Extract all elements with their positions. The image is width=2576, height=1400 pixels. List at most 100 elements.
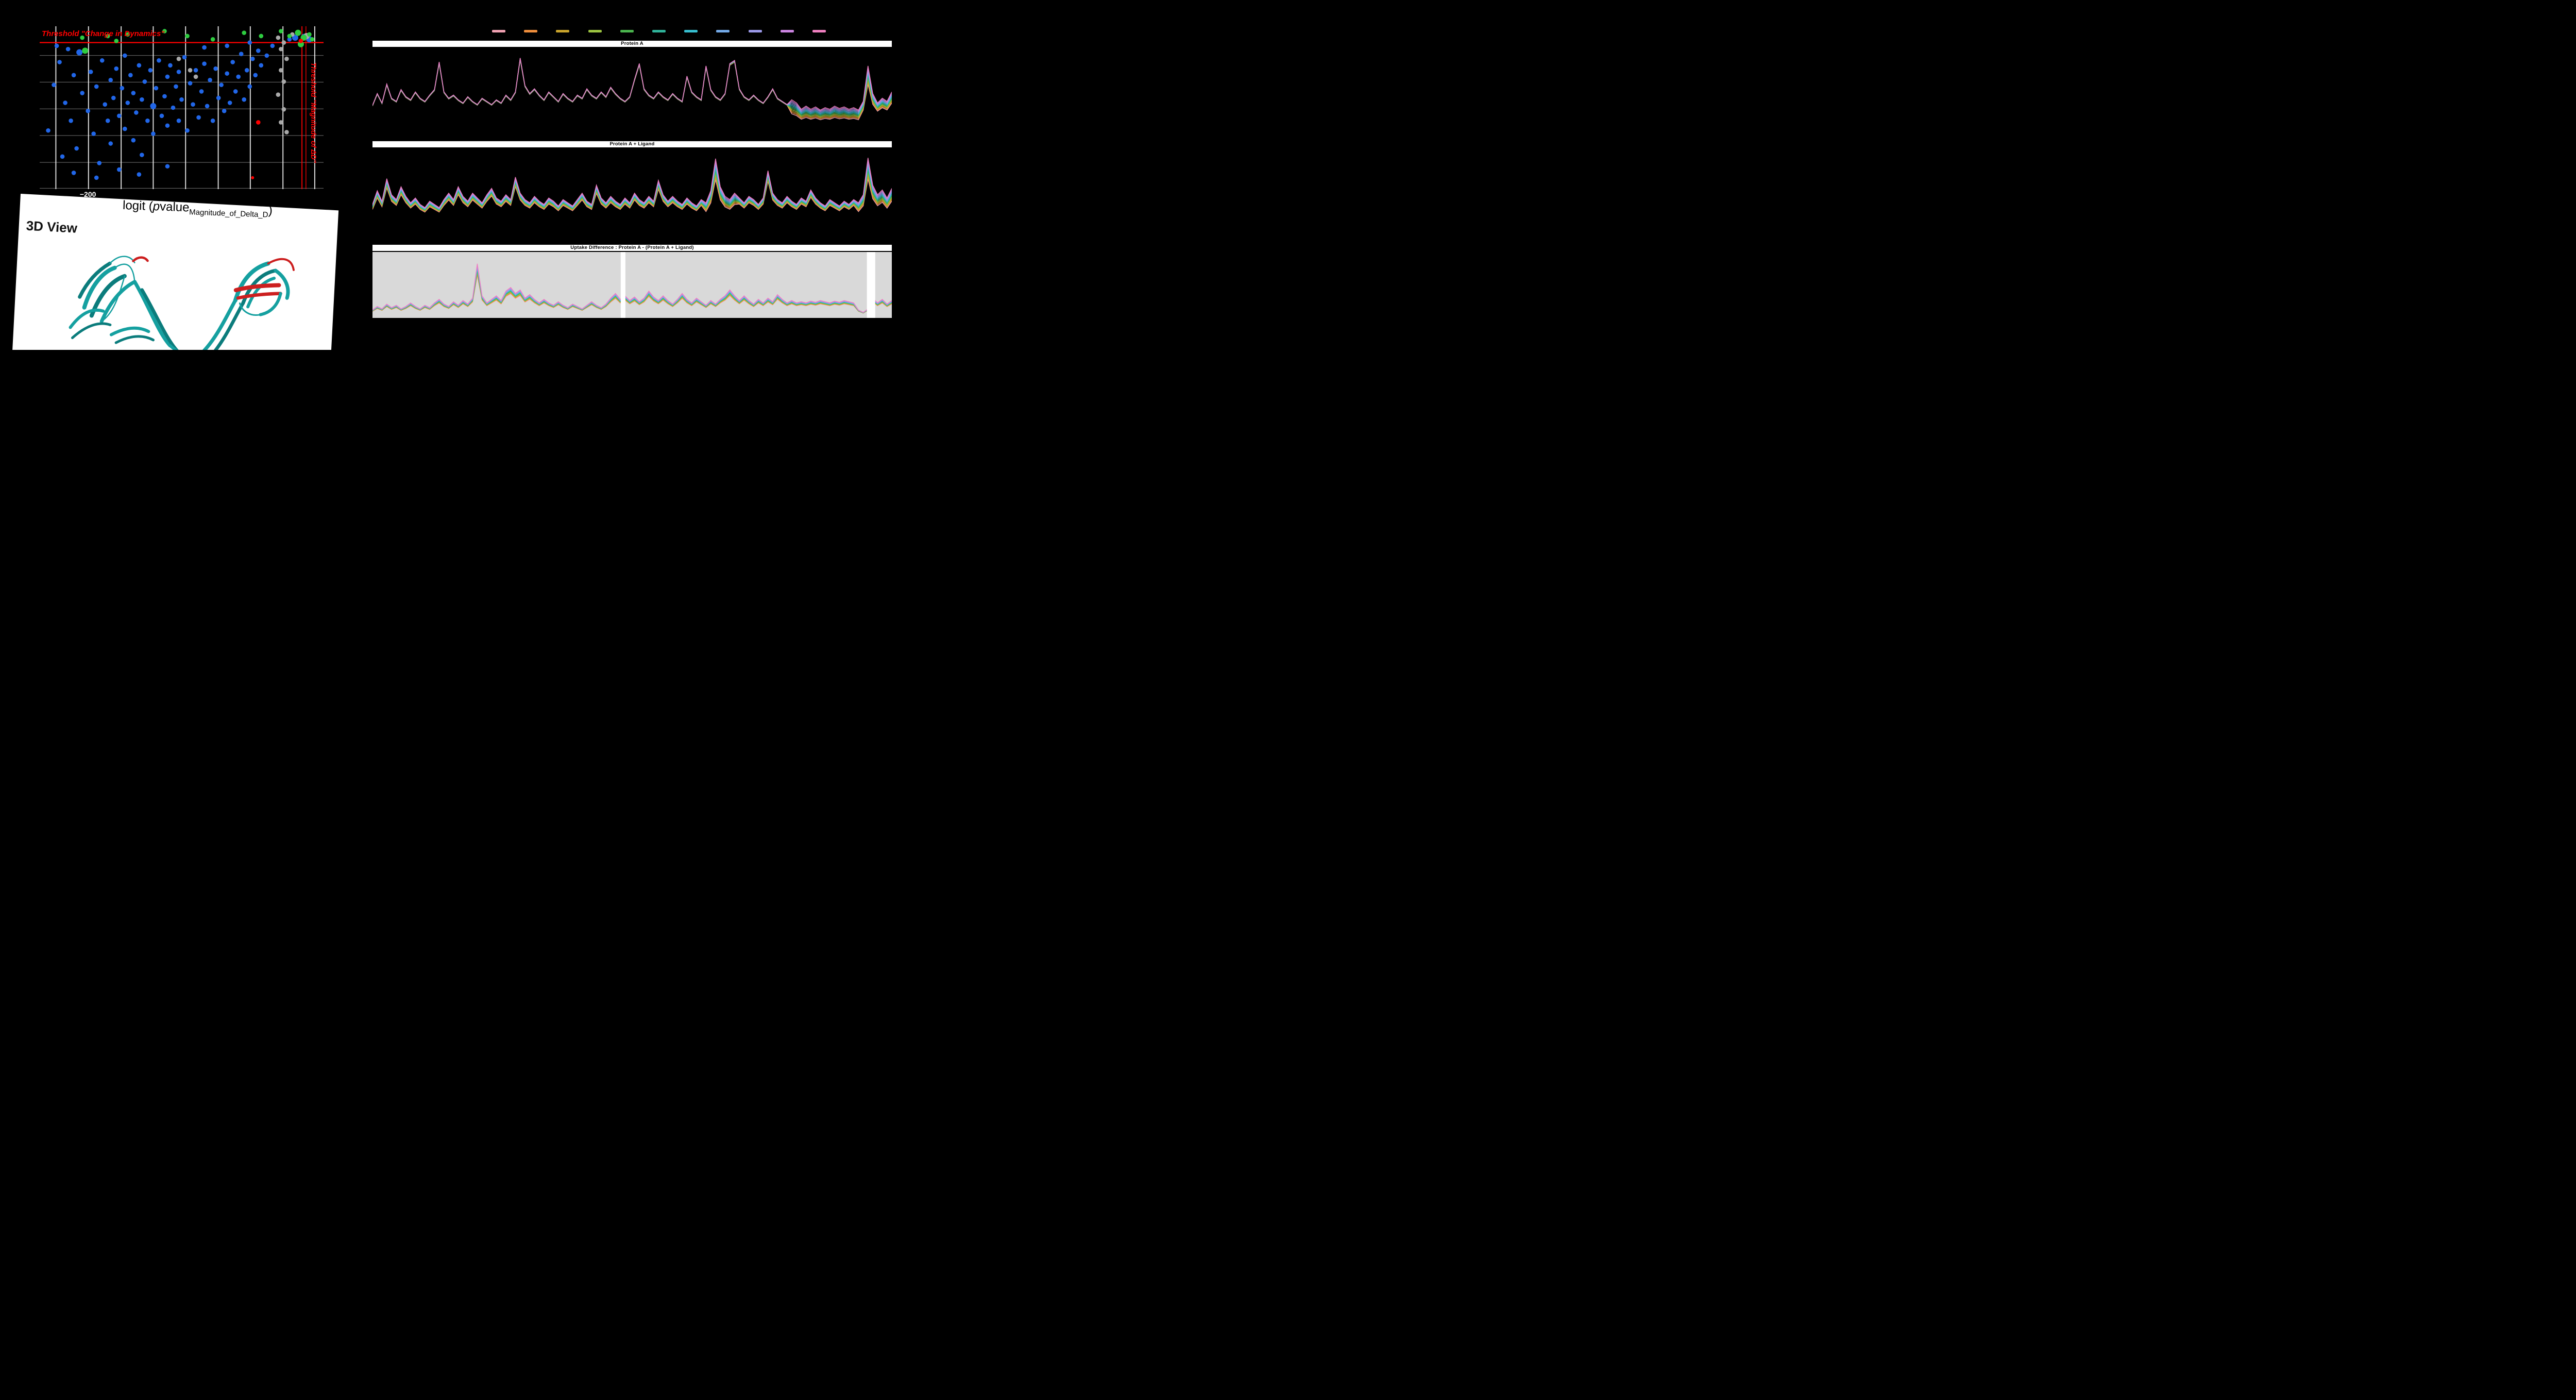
volcano-point[interactable] (105, 33, 110, 39)
volcano-point[interactable] (276, 92, 281, 97)
volcano-point[interactable] (230, 60, 235, 64)
volcano-point[interactable] (287, 33, 292, 39)
volcano-point[interactable] (247, 40, 252, 45)
volcano-point[interactable] (298, 39, 303, 43)
volcano-point[interactable] (94, 84, 99, 89)
volcano-point[interactable] (199, 89, 204, 94)
volcano-point[interactable] (125, 32, 130, 37)
volcano-point[interactable] (191, 102, 195, 107)
volcano-point[interactable] (182, 55, 187, 60)
volcano-point[interactable] (202, 61, 207, 66)
volcano-point[interactable] (242, 97, 247, 102)
volcano-point[interactable] (279, 29, 283, 33)
volcano-point[interactable] (176, 70, 181, 74)
volcano-point[interactable] (114, 66, 119, 71)
volcano-point[interactable] (69, 118, 73, 123)
volcano-point[interactable] (244, 68, 249, 73)
volcano-point[interactable] (213, 66, 218, 71)
volcano-point[interactable] (295, 29, 301, 36)
volcano-point[interactable] (140, 153, 144, 157)
volcano-point[interactable] (188, 81, 193, 86)
volcano-point[interactable] (131, 138, 136, 143)
legend-timepoint-swatch-3[interactable] (588, 30, 602, 32)
volcano-point[interactable] (253, 73, 258, 78)
volcano-point[interactable] (148, 68, 153, 73)
volcano-point[interactable] (125, 100, 130, 105)
volcano-point[interactable] (82, 47, 89, 54)
volcano-point[interactable] (46, 128, 50, 133)
volcano-point[interactable] (202, 45, 207, 50)
volcano-point[interactable] (284, 56, 289, 61)
volcano-point[interactable] (196, 115, 201, 120)
volcano-point[interactable] (227, 100, 232, 105)
legend-timepoint-swatch-2[interactable] (556, 30, 570, 32)
volcano-point[interactable] (97, 161, 102, 165)
legend-timepoint-swatch-7[interactable] (716, 30, 730, 32)
volcano-point[interactable] (80, 35, 84, 40)
volcano-point[interactable] (71, 73, 76, 78)
volcano-point[interactable] (225, 43, 229, 48)
volcano-point[interactable] (80, 91, 84, 95)
volcano-point[interactable] (250, 56, 255, 61)
volcano-point[interactable] (176, 118, 181, 123)
volcano-point[interactable] (242, 30, 247, 35)
volcano-point[interactable] (151, 131, 156, 136)
volcano-point[interactable] (165, 123, 170, 128)
uptake-difference-chart[interactable] (372, 252, 892, 318)
volcano-point[interactable] (279, 120, 283, 125)
volcano-point[interactable] (103, 102, 108, 107)
uptake-chart-protein-a[interactable] (372, 48, 892, 136)
volcano-point[interactable] (71, 171, 76, 175)
volcano-point[interactable] (264, 53, 269, 58)
uptake-chart-protein-a-ligand[interactable] (372, 148, 892, 238)
volcano-point[interactable] (168, 63, 173, 68)
volcano-point[interactable] (88, 70, 93, 74)
volcano-point[interactable] (256, 120, 261, 125)
volcano-point[interactable] (120, 86, 125, 91)
volcano-point[interactable] (116, 167, 122, 172)
volcano-point[interactable] (137, 63, 142, 68)
legend-timepoint-swatch-10[interactable] (812, 30, 826, 32)
volcano-point[interactable] (63, 100, 67, 105)
volcano-point[interactable] (276, 35, 281, 40)
volcano-point[interactable] (247, 84, 252, 89)
legend-timepoint-swatch-0[interactable] (492, 30, 505, 32)
volcano-point[interactable] (60, 154, 65, 159)
volcano-point[interactable] (256, 48, 261, 53)
volcano-point[interactable] (137, 172, 142, 177)
volcano-point[interactable] (208, 77, 212, 82)
volcano-point[interactable] (91, 131, 96, 136)
volcano-point[interactable] (105, 118, 110, 123)
volcano-point[interactable] (219, 82, 224, 88)
volcano-point[interactable] (154, 86, 159, 91)
legend-timepoint-swatch-4[interactable] (620, 30, 634, 32)
volcano-point[interactable] (236, 74, 241, 79)
volcano-point[interactable] (210, 118, 215, 123)
volcano-point[interactable] (179, 97, 184, 102)
volcano-point[interactable] (165, 164, 170, 169)
legend-timepoint-swatch-6[interactable] (684, 30, 698, 32)
volcano-point[interactable] (65, 46, 71, 52)
volcano-point[interactable] (310, 37, 315, 42)
volcano-point[interactable] (281, 40, 286, 45)
3d-view-panel[interactable]: 3D View (11, 194, 339, 350)
protein-structure[interactable] (32, 226, 317, 350)
volcano-point[interactable] (239, 52, 244, 57)
volcano-point[interactable] (188, 68, 193, 73)
volcano-point[interactable] (159, 113, 164, 119)
volcano-point[interactable] (165, 74, 170, 79)
volcano-point[interactable] (157, 58, 161, 63)
volcano-point[interactable] (131, 91, 136, 95)
volcano-scatter-plot[interactable] (40, 26, 324, 189)
volcano-point[interactable] (123, 53, 127, 58)
volcano-point[interactable] (108, 77, 113, 82)
legend-timepoint-swatch-1[interactable] (524, 30, 538, 32)
volcano-point[interactable] (57, 60, 62, 64)
legend-timepoint-swatch-5[interactable] (652, 30, 666, 32)
volcano-point[interactable] (297, 41, 304, 47)
volcano-point[interactable] (279, 46, 283, 52)
volcano-point[interactable] (142, 79, 147, 84)
volcano-point[interactable] (185, 128, 190, 133)
volcano-point[interactable] (150, 103, 157, 109)
volcano-point[interactable] (162, 29, 167, 33)
